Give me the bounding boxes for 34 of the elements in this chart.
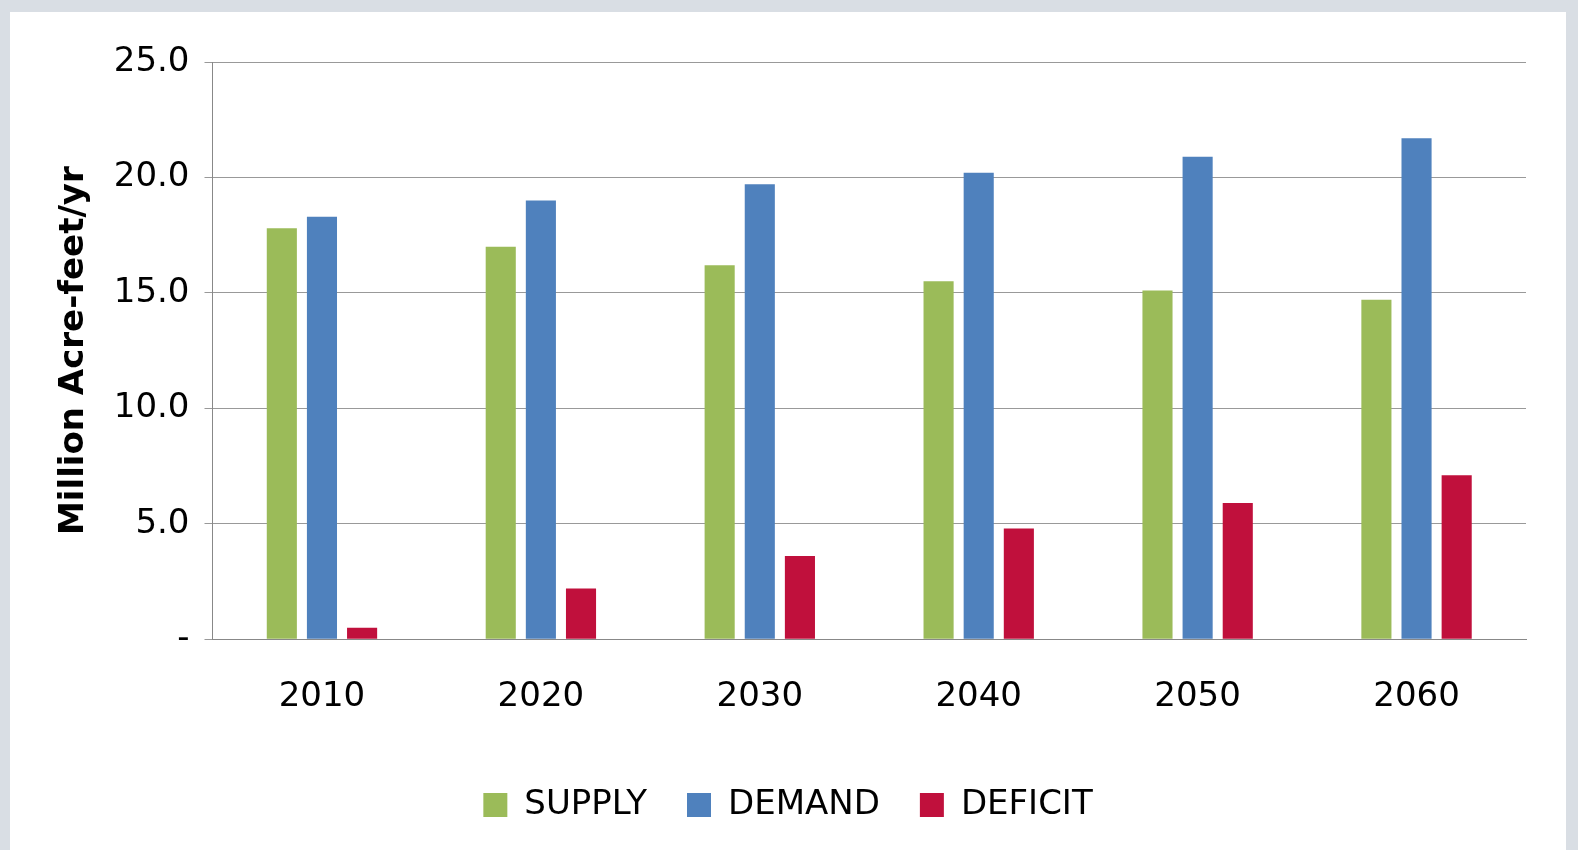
bar xyxy=(485,246,516,639)
bar xyxy=(266,228,297,639)
bar xyxy=(347,627,378,639)
x-tick-label: 2020 xyxy=(497,674,585,715)
bar xyxy=(784,556,815,639)
bar xyxy=(963,172,994,639)
y-tick-label: 15.0 xyxy=(113,269,190,310)
y-tick-label: - xyxy=(177,616,190,657)
bar xyxy=(744,184,775,639)
x-tick-label: 2040 xyxy=(935,674,1022,715)
x-tick-label: 2030 xyxy=(716,674,804,715)
bar xyxy=(565,588,597,639)
bar xyxy=(1142,290,1173,639)
y-tick-label: 25.0 xyxy=(113,38,190,79)
y-tick-label: 20.0 xyxy=(113,154,190,195)
bar xyxy=(1401,138,1432,639)
bar xyxy=(923,281,954,639)
x-tick-label: 2050 xyxy=(1154,674,1241,715)
bar xyxy=(306,216,338,639)
x-tick-label: 2060 xyxy=(1373,674,1460,715)
bar xyxy=(1441,475,1472,639)
y-tick-label: 10.0 xyxy=(113,385,190,426)
bar xyxy=(1003,528,1034,639)
bar xyxy=(1182,156,1213,639)
x-tick-label: 2010 xyxy=(278,674,366,715)
bar xyxy=(1361,299,1392,639)
y-axis-title: Million Acre-feet/yr xyxy=(51,165,92,535)
legend-label: SUPPLY xyxy=(524,781,648,822)
bar xyxy=(1222,502,1253,639)
legend-label: DEFICIT xyxy=(960,781,1093,822)
y-tick-label: 5.0 xyxy=(135,500,190,541)
legend-label: DEMAND xyxy=(728,781,880,822)
bar xyxy=(704,265,735,639)
bar xyxy=(525,200,556,639)
